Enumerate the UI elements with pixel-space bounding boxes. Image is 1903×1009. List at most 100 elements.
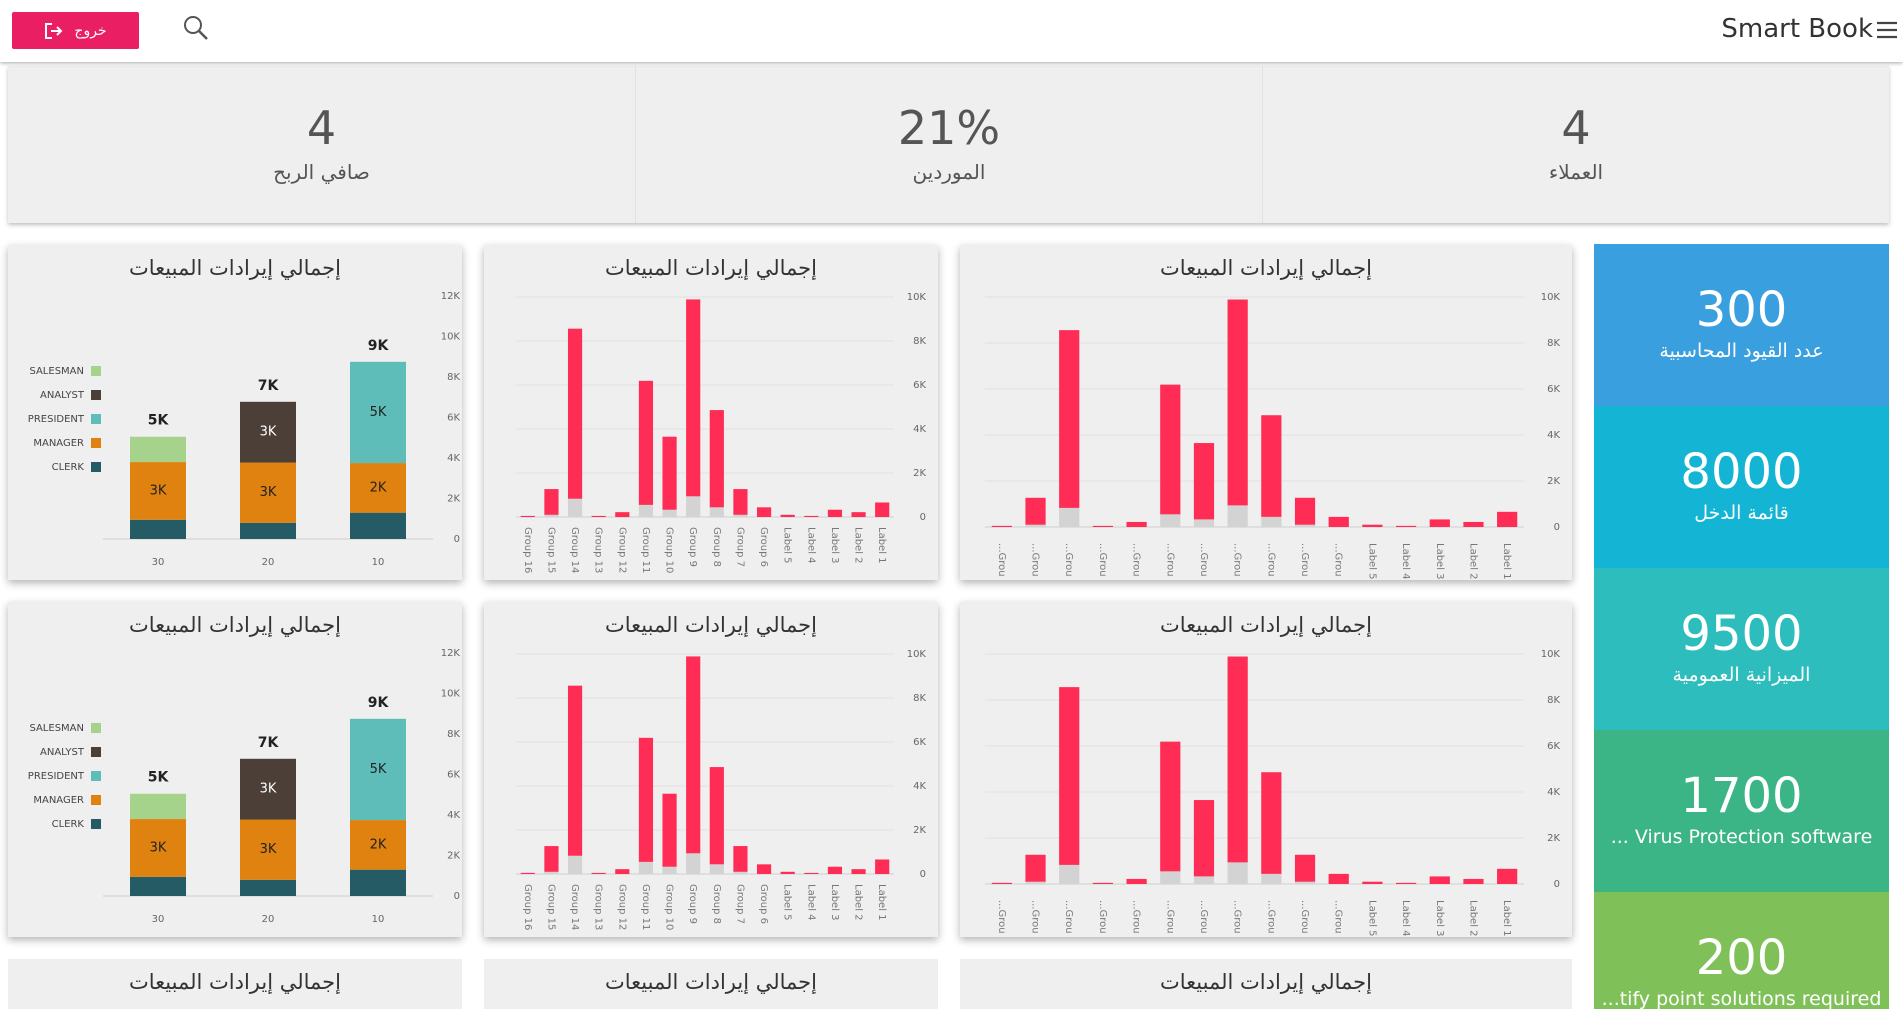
legend-label: SALESMAN [29,723,84,734]
chart-title: إجمالي إيرادات المبيعات [1160,613,1372,638]
bar-segment [544,514,559,517]
legend-label: CLERK [52,462,85,473]
y-tick-label: 10K [907,292,927,303]
y-tick-label: 6K [913,380,926,391]
chart-title: إجمالي إيرادات المبيعات [129,256,341,281]
x-tick-label: ...Grou [1299,900,1310,934]
bar-segment [1193,876,1215,884]
bar-segment [686,299,701,497]
x-tick-label: ...Grou [1164,900,1175,934]
logout-icon [45,22,63,39]
bar-segment [1025,881,1046,884]
x-tick-label: ...Grou [1097,900,1108,934]
bar-segment [1025,524,1046,527]
bar-segment [1160,871,1181,884]
segment-label: 2K [370,837,387,852]
x-tick-label: 20 [262,914,275,925]
y-tick-label: 10K [441,332,461,343]
y-tick-label: 12K [441,291,461,302]
x-tick-label: Group 16 [522,527,533,573]
legend-label: PRESIDENT [28,414,85,425]
tile-label: قائمة الدخل [1694,502,1789,524]
legend-label: MANAGER [33,438,84,449]
x-tick-label: ...Grou [1164,543,1175,577]
x-tick-label: ...Grou [1198,543,1209,577]
x-tick-label: Group 9 [687,527,698,567]
x-tick-label: Group 10 [664,527,675,573]
bar-segment [662,793,677,867]
bar-segment [1362,524,1383,527]
bar-segment [1294,854,1316,882]
segment-label: 5K [370,762,387,777]
bar-segment [350,718,406,821]
bar-segment [827,866,843,874]
bar-segment [1160,514,1181,527]
chart: إجمالي إيرادات المبيعات 0 2K 4K 6K 8K 10K 12K 3K… [28,613,461,925]
bar-segment [591,872,606,874]
x-tick-label: Group 15 [545,884,556,930]
legend-label: ANALYST [40,747,85,758]
search-icon[interactable] [182,14,210,42]
stat-card: 21% الموردين [635,66,1262,223]
legend-label: PRESIDENT [28,771,85,782]
y-tick-label: 2K [447,494,460,505]
x-tick-label: Group 6 [758,527,769,567]
bar-segment [851,512,866,517]
summary-tile: 9500 الميزانية العمومية [1594,568,1889,730]
legend-swatch [91,414,101,424]
bar-segment [240,879,296,896]
chart-panel: إجمالي إيرادات المبيعات 0 2K 4K 6K 8K 10K Group… [484,245,938,580]
bar-segment [240,758,296,820]
stat-card: 4 صافي الربح [8,66,635,223]
x-tick-label: Label 1 [1501,900,1512,937]
legend-label: MANAGER [33,795,84,806]
x-tick-label: ...Grou [1131,543,1142,577]
bar-segment [1059,507,1080,527]
bar-segment [130,876,186,896]
chart-title: إجمالي إيرادات المبيعات [605,613,817,638]
bar-segment [1193,519,1215,527]
x-tick-label: ...Grou [1030,900,1041,934]
bar-segment [733,846,748,872]
x-tick-label: ...Grou [1232,900,1243,934]
brand: Smart Book [1721,14,1873,44]
bar-segment [991,525,1012,527]
x-tick-label: ...Grou [1030,543,1041,577]
total-label: 9K [368,338,390,354]
bar-segment [1328,873,1349,884]
segment-label: 3K [260,842,277,857]
bar-segment [615,512,630,517]
bar-segment [804,515,819,517]
top-bar: خروج Smart Book [0,0,1903,62]
chart-title: إجمالي إيرادات المبيعات [1160,970,1372,995]
bar-segment [567,855,583,874]
x-tick-label: ...Grou [1299,543,1310,577]
chart-panel: إجمالي إيرادات المبيعات [484,959,938,1009]
bar-segment [130,436,186,463]
bar-segment [1261,772,1282,874]
bar-segment [350,463,406,513]
legend-swatch [91,795,101,805]
logout-button[interactable]: خروج [12,12,139,49]
stats-panel: 4 صافي الربح 21% الموردين 4 العملاء [8,66,1889,223]
stat-label: صافي الربح [273,160,370,184]
x-tick-label: Label 4 [805,884,816,921]
summary-tile: 300 عدد القيود المحاسبية [1594,244,1889,406]
legend-swatch [91,390,101,400]
y-tick-label: 0 [1554,879,1560,890]
bar-segment [1328,516,1349,527]
x-tick-label: 10 [372,557,385,568]
summary-tile: 1700... Virus Protection software [1594,730,1889,892]
bar-segment [638,504,654,517]
bar-segment [520,515,535,517]
x-tick-label: Label 3 [1434,900,1445,937]
bar-segment [686,656,701,854]
y-tick-label: 2K [1547,833,1560,844]
chart-title: إجمالي إيرادات المبيعات [605,970,817,995]
y-tick-label: 6K [1547,741,1560,752]
menu-icon[interactable] [1875,20,1899,40]
x-tick-label: Group 13 [593,884,604,930]
bar-segment [1429,876,1450,884]
chart-title: إجمالي إيرادات المبيعات [1160,256,1372,281]
y-tick-label: 4K [913,424,926,435]
